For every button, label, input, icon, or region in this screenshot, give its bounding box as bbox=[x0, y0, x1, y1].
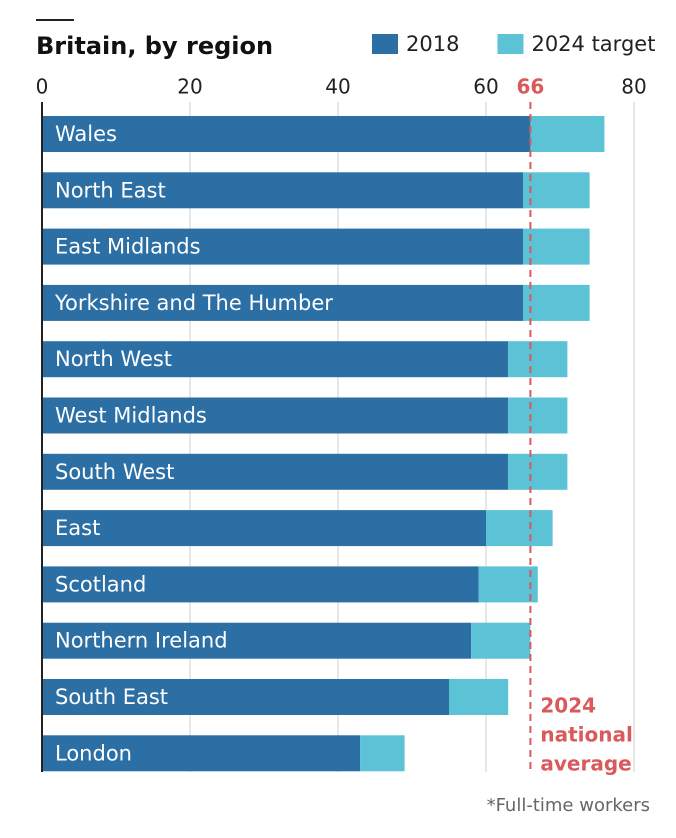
category-label: West Midlands bbox=[55, 404, 207, 428]
bar-segment bbox=[42, 172, 523, 209]
bar-segment bbox=[508, 453, 568, 490]
bar-segment bbox=[530, 116, 605, 152]
reference-annotation: national bbox=[540, 723, 632, 747]
bar-segment bbox=[478, 566, 538, 603]
reference-annotation: average bbox=[540, 752, 631, 776]
bar-segment bbox=[42, 679, 449, 715]
reference-tick-label: 66 bbox=[516, 75, 544, 99]
x-tick-label: 60 bbox=[473, 75, 498, 99]
bar-segment bbox=[523, 172, 590, 209]
x-tick-label: 40 bbox=[325, 75, 350, 99]
legend-swatch bbox=[497, 34, 524, 54]
bar-segment bbox=[42, 566, 479, 603]
category-label: North West bbox=[55, 347, 172, 371]
x-tick-label: 20 bbox=[177, 75, 202, 99]
bar-segment bbox=[42, 341, 509, 378]
x-tick-label: 80 bbox=[621, 75, 646, 99]
chart-title: Britain, by region bbox=[36, 32, 273, 60]
bar-segment bbox=[508, 341, 568, 378]
bar-segment bbox=[360, 735, 405, 772]
category-label: South West bbox=[55, 460, 174, 484]
bar-segment bbox=[523, 284, 590, 321]
category-label: London bbox=[55, 741, 132, 765]
category-label: Scotland bbox=[55, 572, 146, 596]
footnote: *Full-time workers bbox=[487, 795, 650, 816]
bar-segment bbox=[486, 510, 553, 547]
bar-segment bbox=[42, 397, 509, 434]
bar-segment bbox=[42, 510, 486, 547]
category-label: Yorkshire and The Humber bbox=[54, 291, 333, 315]
bar-segment bbox=[42, 116, 531, 152]
bar-segment bbox=[508, 397, 568, 434]
category-label: Northern Ireland bbox=[55, 629, 228, 653]
legend-label: 2018 bbox=[406, 32, 459, 56]
category-label: North East bbox=[55, 178, 166, 202]
bar-segment bbox=[42, 622, 472, 659]
bar-segment bbox=[523, 228, 590, 265]
category-label: East Midlands bbox=[55, 235, 201, 259]
bar-segment bbox=[42, 453, 509, 490]
legend-label: 2024 target bbox=[531, 32, 655, 56]
category-label: Wales bbox=[55, 122, 117, 146]
category-label: East bbox=[55, 516, 100, 540]
bar-segment bbox=[449, 679, 509, 715]
bar-segment bbox=[42, 228, 523, 265]
bar-segment bbox=[42, 284, 523, 321]
legend-swatch bbox=[372, 34, 398, 54]
category-label: South East bbox=[55, 685, 168, 709]
bar-segment bbox=[42, 735, 361, 772]
reference-annotation: 2024 bbox=[540, 694, 596, 718]
x-tick-label: 0 bbox=[36, 75, 49, 99]
bar-segment bbox=[471, 622, 531, 659]
